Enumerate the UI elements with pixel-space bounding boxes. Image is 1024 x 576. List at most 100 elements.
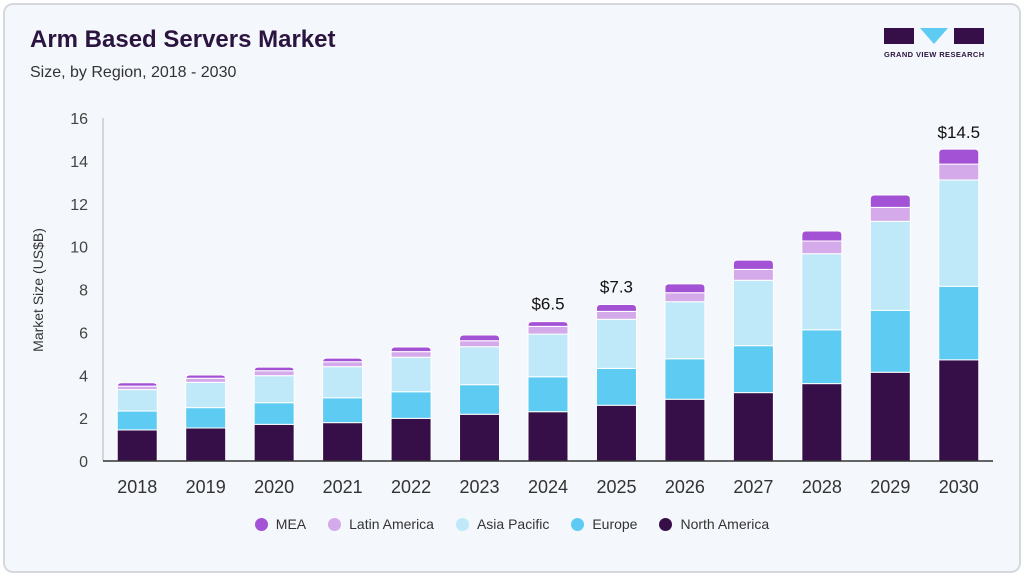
legend-item[interactable]: North America: [659, 516, 769, 532]
y-tick-label: 8: [79, 283, 88, 300]
y-tick-label: 16: [70, 111, 88, 128]
bar-segment-europe: [664, 358, 706, 400]
bar-segment-asia-pacific: [938, 179, 980, 287]
bar-segment-europe: [116, 410, 158, 431]
bar-segment-europe: [527, 376, 569, 413]
bar-segment-north-america: [527, 411, 569, 462]
bar-segment-north-america: [869, 371, 911, 462]
bar-segment-mea: [322, 357, 364, 363]
legend-item[interactable]: MEA: [254, 516, 307, 532]
bar-segment-europe: [185, 407, 227, 429]
x-tick-label: 2026: [665, 477, 705, 497]
chart-card: [3, 3, 1021, 573]
grand-view-research-logo: [884, 28, 984, 44]
bar-segment-mea: [595, 304, 637, 312]
bar-segment-europe: [253, 402, 295, 425]
bar-segment-north-america: [322, 422, 364, 462]
bar-segment-latin-america: [869, 206, 911, 222]
x-tick-label: 2024: [528, 477, 568, 497]
bar-segment-north-america: [253, 423, 295, 462]
total-value-label: $7.3: [600, 278, 633, 297]
y-tick-label: 0: [79, 454, 88, 471]
bar-segment-europe: [869, 309, 911, 373]
bar-segment-mea: [390, 346, 432, 353]
x-tick-label: 2029: [870, 477, 910, 497]
x-tick-label: 2027: [733, 477, 773, 497]
bar-segment-latin-america: [595, 310, 637, 320]
bar-segment-europe: [938, 285, 980, 361]
bar-segment-europe: [732, 345, 774, 394]
bar-segment-mea: [116, 382, 158, 387]
bar-segment-latin-america: [390, 351, 432, 358]
bar-segment-asia-pacific: [595, 318, 637, 369]
chart-subtitle: Size, by Region, 2018 - 2030: [30, 64, 237, 81]
x-tick-label: 2019: [186, 477, 226, 497]
legend-marker: [659, 517, 673, 531]
bar-segment-north-america: [116, 429, 158, 462]
bar-segment-asia-pacific: [390, 356, 432, 393]
bar-segment-asia-pacific: [869, 220, 911, 311]
y-tick-label: 14: [70, 154, 88, 171]
y-tick-label: 6: [79, 325, 88, 342]
legend-label: Europe: [592, 516, 638, 532]
logo-text: GRAND VIEW RESEARCH: [884, 50, 985, 59]
bar-segment-latin-america: [116, 385, 158, 391]
bar-segment-mea: [869, 194, 911, 208]
x-tick-label: 2020: [254, 477, 294, 497]
bar-segment-mea: [253, 366, 295, 372]
legend-label: North America: [680, 516, 770, 532]
bar-segment-asia-pacific: [253, 375, 295, 404]
bar-segment-latin-america: [459, 340, 501, 348]
bar-segment-latin-america: [938, 163, 980, 181]
bar-segment-latin-america: [253, 370, 295, 377]
x-tick-label: 2018: [117, 477, 157, 497]
bar-segment-europe: [801, 329, 843, 385]
bar-segment-europe: [322, 397, 364, 424]
bar-segment-mea: [664, 283, 706, 294]
legend-label: MEA: [275, 516, 307, 532]
bar-segment-europe: [459, 384, 501, 415]
bar-segment-north-america: [185, 427, 227, 462]
legend-item[interactable]: Asia Pacific: [455, 516, 550, 532]
total-value-label: $6.5: [531, 295, 564, 314]
legend: MEA Latin America Asia Pacific Europe North …: [0, 516, 1024, 532]
bar-segment-latin-america: [664, 292, 706, 303]
legend-item[interactable]: Latin America: [328, 516, 434, 532]
legend-label: Asia Pacific: [476, 516, 550, 532]
legend-marker: [455, 517, 469, 531]
bar-segment-north-america: [664, 398, 706, 462]
bar-segment-north-america: [459, 413, 501, 462]
bar-segment-north-america: [595, 404, 637, 462]
y-axis-label: Market Size (US$B): [30, 228, 46, 352]
bar-segment-latin-america: [185, 377, 227, 383]
bar-segment-asia-pacific: [322, 366, 364, 399]
bar-segment-north-america: [732, 392, 774, 462]
bar-segment-asia-pacific: [801, 253, 843, 331]
y-tick-label: 2: [79, 411, 88, 428]
x-tick-label: 2025: [596, 477, 636, 497]
bar-segment-asia-pacific: [527, 333, 569, 378]
x-tick-label: 2023: [460, 477, 500, 497]
bar-segment-asia-pacific: [732, 279, 774, 347]
legend-marker: [571, 517, 585, 531]
bar-segment-north-america: [938, 359, 980, 462]
x-tick-label: 2030: [939, 477, 979, 497]
bar-segment-asia-pacific: [459, 346, 501, 386]
bar-segment-latin-america: [801, 240, 843, 255]
total-value-label: $14.5: [937, 123, 980, 142]
y-tick-label: 4: [79, 368, 88, 385]
x-tick-label: 2022: [391, 477, 431, 497]
bar-segment-mea: [185, 374, 227, 380]
legend-item[interactable]: Europe: [571, 516, 637, 532]
chart-title: Arm Based Servers Market: [30, 26, 336, 53]
x-tick-label: 2028: [802, 477, 842, 497]
legend-label: Latin America: [349, 516, 434, 532]
bar-segment-mea: [732, 259, 774, 270]
y-tick-label: 12: [70, 197, 88, 214]
x-tick-label: 2021: [323, 477, 363, 497]
bar-segment-mea: [938, 148, 980, 165]
bar-segment-mea: [459, 334, 501, 342]
legend-marker: [254, 517, 268, 531]
y-tick-label: 10: [70, 240, 88, 257]
